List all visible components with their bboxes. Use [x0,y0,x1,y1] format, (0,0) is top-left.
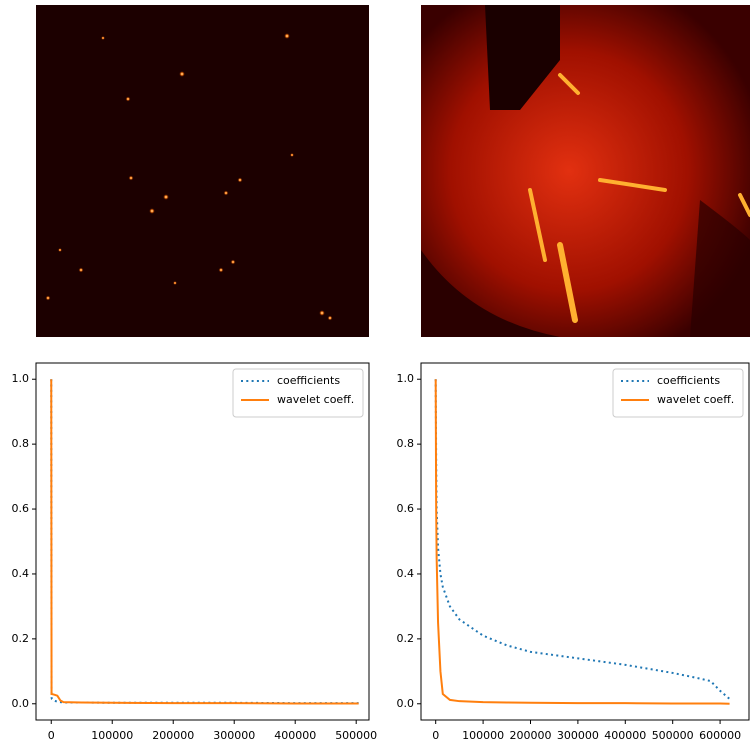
x-tick-label: 400000 [604,729,646,742]
axes-frame [420,362,750,721]
y-tick-label: 1.0 [397,372,415,385]
image-left [36,5,369,337]
x-tick-label: 200000 [509,729,551,742]
line-series [434,379,731,700]
x-tick-label: 100000 [91,729,133,742]
image-right [421,5,750,337]
y-tick-label: 0.8 [12,437,30,450]
x-tick-label: 200000 [152,729,194,742]
x-tick-label: 300000 [557,729,599,742]
y-tick-label: 0.4 [12,567,30,580]
x-tick-label: 0 [48,729,55,742]
y-tick-label: 0.2 [397,632,415,645]
line-series [50,379,359,705]
legend: coefficients wavelet coeff. [232,368,364,418]
y-tick-label: 0.6 [397,502,415,515]
x-tick-label: 500000 [335,729,377,742]
y-tick-label: 1.0 [12,372,30,385]
axes-frame [35,362,370,721]
y-tick-label: 0.6 [12,502,30,515]
y-tick-label: 0.4 [397,567,415,580]
x-tick-label: 300000 [213,729,255,742]
y-tick-label: 0.0 [397,697,415,710]
line-series [434,379,730,705]
x-tick-label: 400000 [274,729,316,742]
legend-label: coefficients [277,374,340,387]
legend-label: wavelet coeff. [657,393,734,406]
legend: coefficients wavelet coeff. [612,368,744,418]
legend-label: coefficients [657,374,720,387]
line-series [50,379,359,705]
y-tick-label: 0.0 [12,697,30,710]
x-tick-label: 600000 [699,729,741,742]
x-tick-label: 500000 [652,729,694,742]
plot: 0.0 0.2 0.4 0.6 0.8 1.0 0 100000 200000 300000 400… [397,362,750,742]
y-tick-label: 0.8 [397,437,415,450]
legend-box [612,368,744,418]
legend-label: wavelet coeff. [277,393,354,406]
legend-box [232,368,364,418]
x-tick-label: 0 [432,729,439,742]
x-tick-label: 100000 [462,729,504,742]
plot: 0.0 0.2 0.4 0.6 0.8 1.0 0 100000 200000 300000 400… [12,362,377,742]
y-tick-label: 0.2 [12,632,30,645]
